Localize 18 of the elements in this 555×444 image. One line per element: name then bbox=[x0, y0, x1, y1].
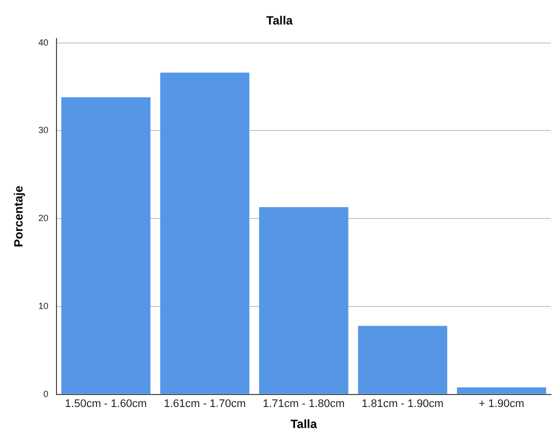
y-axis-title: Porcentaje bbox=[12, 185, 26, 248]
y-tick-label: 0 bbox=[43, 388, 48, 399]
x-tick-label: + 1.90cm bbox=[478, 398, 524, 410]
bar bbox=[358, 326, 448, 394]
x-tick-label: 1.81cm - 1.90cm bbox=[362, 398, 444, 410]
y-tick-label: 30 bbox=[38, 125, 48, 136]
x-axis-title: Talla bbox=[290, 417, 318, 432]
y-tick-label: 40 bbox=[38, 37, 48, 48]
chart-title: Talla bbox=[266, 14, 294, 28]
y-tick-label: 10 bbox=[38, 300, 48, 311]
x-tick-label: 1.71cm - 1.80cm bbox=[262, 398, 345, 410]
x-tick-label: 1.61cm - 1.70cm bbox=[164, 398, 246, 410]
bar bbox=[160, 72, 250, 394]
bar bbox=[61, 97, 150, 394]
bar bbox=[456, 387, 546, 394]
y-tick-label: 20 bbox=[38, 213, 48, 224]
x-tick-label: 1.50cm - 1.60cm bbox=[64, 398, 147, 410]
bar bbox=[259, 207, 348, 394]
